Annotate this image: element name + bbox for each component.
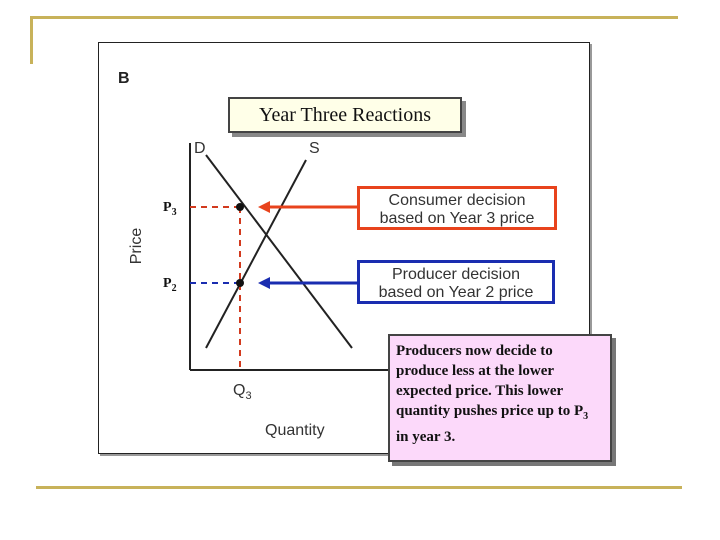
supply-curve — [205, 159, 307, 349]
left-gold-rule — [30, 16, 33, 64]
q3-label: Q3 — [233, 382, 252, 402]
bottom-gold-rule — [36, 486, 682, 489]
p2-supply-point — [236, 279, 244, 287]
note-text-before: Producers now decide to produce less at … — [396, 343, 584, 419]
explanation-note: Producers now decide to produce less at … — [388, 334, 612, 462]
producer-callout-line1: Producer decision — [391, 266, 521, 283]
diagram-title: Year Three Reactions — [228, 97, 462, 133]
quantity-axis-label: Quantity — [265, 422, 325, 439]
note-sub: 3 — [583, 411, 589, 422]
demand-label: D — [194, 140, 206, 157]
consumer-callout-line1: Consumer decision — [388, 192, 526, 209]
consumer-arrowhead — [258, 201, 270, 213]
top-gold-rule — [30, 16, 678, 19]
p3-label: P3 — [163, 200, 177, 218]
panel-letter: B — [118, 70, 130, 87]
producer-callout-line2: based on Year 2 price — [378, 284, 534, 301]
q3-label-base: Q — [233, 382, 246, 399]
price-axis-label: Price — [128, 227, 145, 265]
p3-demand-point — [236, 203, 244, 211]
demand-curve — [205, 154, 353, 349]
consumer-decision-callout: Consumer decision based on Year 3 price — [357, 186, 557, 230]
q3-label-sub: 3 — [245, 390, 252, 403]
producer-arrowhead — [258, 277, 270, 289]
supply-label: S — [309, 140, 320, 157]
p2-label-sub: 2 — [171, 282, 177, 294]
p2-label: P2 — [163, 276, 177, 294]
producer-decision-callout: Producer decision based on Year 2 price — [357, 260, 555, 304]
p3-label-base: P — [163, 200, 172, 215]
p2-label-base: P — [163, 276, 172, 291]
note-text-after: in year 3. — [396, 429, 456, 445]
p3-label-sub: 3 — [171, 206, 177, 218]
consumer-callout-line2: based on Year 3 price — [379, 210, 535, 227]
